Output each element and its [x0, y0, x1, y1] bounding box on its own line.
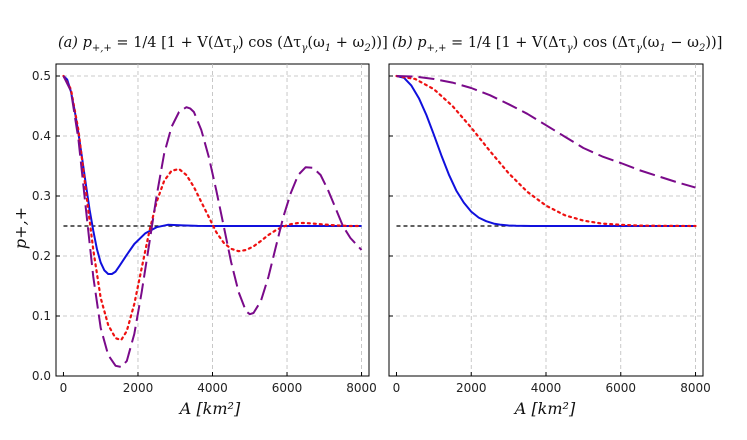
y-tick-label: 0.1	[32, 309, 51, 323]
panel-b-plot: 0 2000 4000 6000 8000	[388, 63, 711, 395]
y-axis-label: p+,+	[11, 207, 30, 249]
y-tick-label: 0.5	[32, 69, 51, 83]
series-line-blue-solid	[396, 75, 696, 227]
series-line-red-dotted	[62, 74, 363, 342]
panel-a-title: (a) p+,+ = 1/4 [1 + V(Δτγ) cos (Δτγ(ω1 +…	[58, 35, 388, 54]
x-tick-label: 6000	[272, 381, 303, 395]
y-tick-label: 0.4	[32, 129, 51, 143]
y-tick-label: 0.2	[32, 249, 51, 263]
x-tick-label: 4000	[197, 381, 228, 395]
x-tick-label: 2000	[456, 381, 487, 395]
series-line-purple-dashed	[396, 75, 696, 189]
x-tick-label: 8000	[680, 381, 711, 395]
x-tick-label: 4000	[531, 381, 562, 395]
panel-a-x-axis-label: A [km²]	[178, 399, 241, 418]
x-tick-label: 2000	[123, 381, 154, 395]
x-tick-label: 0	[393, 381, 401, 395]
panel-a-plot: 0.0 0.1 0.2 0.3 0.4 0.5 0 2000 4000 6000 8000	[32, 63, 377, 395]
series-line-red-dotted	[395, 74, 697, 228]
panel-b-title: (b) p+,+ = 1/4 [1 + V(Δτγ) cos (Δτγ(ω1 −…	[392, 35, 722, 54]
panel-b-x-axis-label: A [km²]	[513, 399, 576, 418]
x-tick-label: 6000	[605, 381, 636, 395]
series-line-purple-dashed	[62, 75, 363, 368]
x-tick-label: 0	[60, 381, 68, 395]
y-tick-label: 0.3	[32, 189, 51, 203]
y-tick-label: 0.0	[32, 369, 51, 383]
x-tick-label: 8000	[346, 381, 377, 395]
